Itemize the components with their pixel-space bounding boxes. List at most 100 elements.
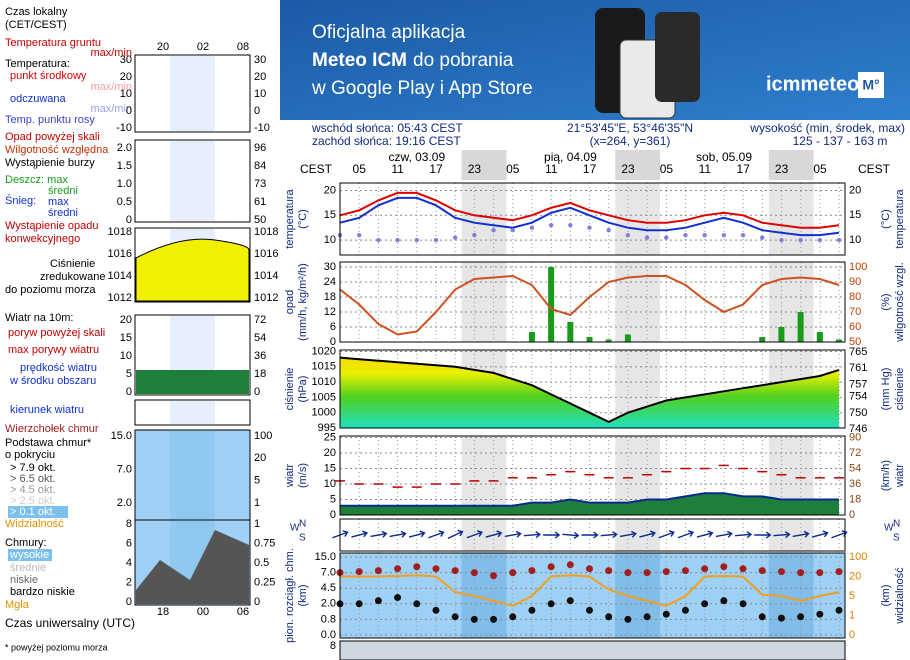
legend-text: do poziomu morza	[5, 284, 96, 296]
axis-title: (km/h)	[880, 460, 892, 491]
legend-text: Czas lokalny	[5, 6, 68, 18]
axis-title: (km)	[880, 585, 892, 607]
legend-tick: 54	[254, 332, 266, 344]
y2-tick-label: 60	[849, 321, 861, 333]
legend-tick: 2.0	[117, 142, 132, 154]
wind-arrow-shape	[811, 530, 829, 538]
wind-arrow-shape	[735, 531, 753, 539]
wind-arrow-shape	[600, 531, 618, 539]
wind-arrow-shape	[658, 530, 675, 539]
hour-label: 23	[775, 162, 789, 176]
axis-title: wiatr	[284, 464, 296, 489]
y2-tick-label: 100	[849, 261, 867, 273]
wind-arrow-shape	[466, 530, 483, 539]
legend-text: odczuwana	[10, 93, 67, 105]
dot	[836, 237, 842, 243]
y2-tick-label: 20	[849, 184, 861, 196]
dot	[624, 615, 632, 623]
dot	[702, 232, 707, 238]
wind-arrow	[581, 531, 599, 539]
legend-text: > 6.5 okt.	[10, 473, 56, 485]
dot	[586, 606, 593, 614]
wind-arrow-shape	[792, 530, 810, 538]
wind-arrow	[466, 530, 483, 539]
axis-title: opad	[284, 290, 296, 314]
precip-bar	[624, 334, 631, 342]
y2-tick-label: 72	[849, 447, 861, 459]
legend-text: max	[48, 196, 69, 208]
y-tick-label: 4.5	[321, 582, 336, 594]
elevation: 125 - 137 - 163 m	[793, 134, 888, 148]
y-tick-label: 24	[324, 276, 336, 288]
wind-arrow	[658, 530, 675, 539]
area-line	[340, 492, 839, 507]
compass: S	[893, 533, 900, 544]
dot	[509, 613, 517, 621]
compass: N	[299, 519, 306, 530]
precip-bar	[778, 327, 785, 342]
dot	[777, 614, 785, 622]
legend-text: max porywy wiatru	[8, 344, 99, 356]
y-tick-label: 12	[324, 306, 336, 318]
dot	[452, 235, 458, 240]
y-tick-label: 18	[324, 291, 336, 303]
legend-tick: 6	[126, 537, 132, 549]
legend-tick: 96	[254, 142, 266, 154]
dot	[777, 568, 785, 576]
legend-tick: 1.0	[117, 178, 132, 190]
panel-frame	[339, 349, 846, 429]
legend-text: konwekcyjnego	[5, 233, 80, 245]
y-tick-label: 8	[330, 640, 336, 652]
legend-decor	[135, 238, 250, 302]
y2-tick-label: 15	[849, 209, 861, 221]
hour-label: 23	[621, 162, 635, 176]
dot	[432, 606, 440, 614]
legend-decor	[136, 530, 249, 604]
legend-tick: 50	[254, 214, 266, 226]
legend-tick: 0	[254, 105, 260, 117]
legend-text: Wiatr na 10m:	[5, 312, 73, 324]
y-tick-label: 20	[324, 447, 336, 459]
y-tick-label: 1005	[312, 391, 336, 403]
dot	[606, 227, 611, 233]
wind-arrow-shape	[619, 530, 637, 538]
wind-arrow	[389, 530, 407, 538]
legend-tick: -10	[116, 122, 132, 134]
y-tick-label: 0	[330, 509, 336, 521]
dot	[413, 600, 421, 608]
dot	[566, 597, 574, 605]
dot	[664, 235, 669, 240]
legend-text: średnie	[10, 562, 46, 574]
legend-tick: 15.0	[111, 430, 132, 442]
dot	[816, 610, 824, 618]
dot	[470, 569, 478, 577]
legend-tick: 0	[126, 105, 132, 117]
legend-tick: 10	[120, 350, 132, 362]
dot	[662, 568, 670, 576]
wind-arrow	[792, 530, 810, 538]
hour-label: 11	[391, 162, 404, 176]
wind-arrow	[811, 530, 829, 538]
dot	[490, 572, 498, 580]
wind-arrow	[351, 530, 369, 538]
y-tick-label: 1010	[312, 376, 336, 388]
legend-text: Wierzchołek chmur	[5, 423, 99, 435]
wind-arrow-shape	[428, 530, 445, 539]
line	[339, 274, 840, 336]
axis-title: temperatura	[894, 188, 906, 248]
area-fill	[340, 357, 839, 428]
y2-tick-label: 746	[849, 423, 867, 435]
legend-tick: 4	[126, 557, 132, 569]
precip-bar	[816, 332, 823, 342]
axis-title: ciśnienie	[894, 368, 906, 411]
legend-tick: 20	[254, 71, 266, 83]
y-tick-label: 15	[324, 462, 336, 474]
line	[339, 191, 840, 229]
dot	[758, 613, 766, 621]
y-tick-label: 10	[324, 234, 336, 246]
axis-title: (hPa)	[297, 376, 309, 403]
panel-frame	[339, 518, 846, 552]
night-band	[461, 150, 507, 180]
legend-tick: 0	[254, 386, 260, 398]
compass: N	[893, 519, 900, 530]
